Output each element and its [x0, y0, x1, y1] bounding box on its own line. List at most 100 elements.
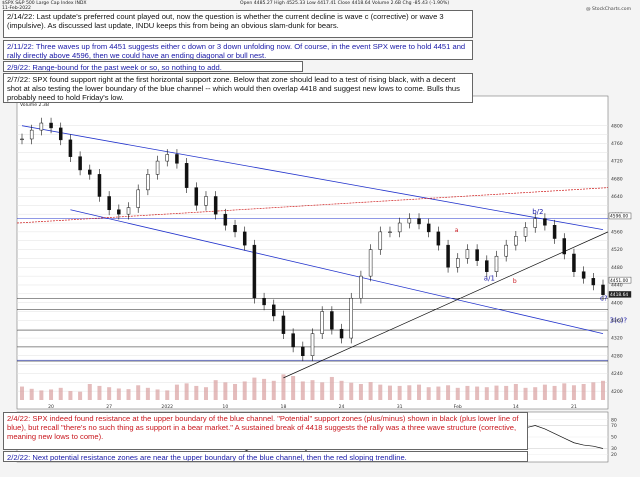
price-candle [291, 333, 295, 348]
price-candle [533, 218, 537, 228]
x-tick-label: 2022 [161, 404, 173, 410]
volume-bar [339, 380, 344, 400]
exchange: INDX [75, 1, 87, 6]
price-candle [20, 138, 24, 141]
price-candle [281, 315, 286, 334]
indicator-tick-label: 80 [611, 417, 617, 423]
red-sloping-trendline [16, 187, 609, 224]
price-tag-label: 4596.00 [610, 214, 628, 220]
price-candle [213, 196, 218, 215]
note-2-14: 2/14/22: Last update's preferred count p… [3, 10, 473, 38]
y-tick-label: 4320 [611, 336, 623, 342]
volume-bar [87, 384, 92, 400]
price-candle [543, 218, 547, 226]
legend-volume: Volume 2.3B [20, 103, 50, 108]
volume-bar [252, 377, 257, 400]
price-candle [436, 231, 441, 246]
volume-bar [542, 384, 547, 400]
price-tag [608, 276, 632, 284]
price-candle [242, 231, 247, 246]
price-candle [397, 222, 402, 233]
volume-bar [426, 387, 431, 400]
volume-bar [484, 387, 489, 400]
y-tick-label: 4760 [611, 141, 623, 147]
volume-bar [262, 378, 267, 400]
volume-bar [591, 382, 596, 400]
chart-date: 11-Feb-2022 [2, 6, 31, 11]
y-tick-label: 4200 [611, 389, 623, 395]
volume-bar [446, 385, 451, 400]
price-candle [78, 156, 82, 171]
volume-bar [242, 381, 247, 400]
volume-bar [329, 376, 334, 400]
price-panel [16, 95, 609, 410]
price-candle [58, 127, 63, 141]
price-candle [97, 174, 102, 197]
price-candle [117, 209, 121, 215]
chart-header: $SPX S&P 500 Large Cap Index INDX [2, 1, 87, 6]
volume-bar [378, 384, 383, 400]
volume-bar [107, 387, 112, 400]
price-candle [591, 278, 596, 286]
y-tick-label: 4240 [611, 371, 623, 377]
price-candle [426, 223, 431, 233]
volume-bar [494, 385, 499, 400]
price-candle [485, 260, 489, 272]
price-candle [320, 311, 324, 334]
y-tick-label: 4640 [611, 194, 623, 200]
wave-label: 3(c)? [610, 317, 628, 325]
volume-bar [455, 387, 460, 400]
price-candle [233, 224, 237, 233]
price-candle [184, 163, 189, 188]
x-tick-label: 14 [513, 404, 519, 410]
volume-bar [68, 391, 73, 400]
volume-bar [368, 382, 373, 400]
price-candle [601, 284, 605, 295]
volume-bar [436, 386, 441, 400]
price-candle [475, 249, 479, 261]
note-2-7: 2/7/22: SPX found support right at the f… [3, 73, 473, 103]
price-candle [465, 249, 470, 259]
price-candle [146, 174, 150, 191]
lower-channel-line [70, 209, 604, 335]
volume-bar [20, 386, 24, 400]
volume-bar [271, 380, 276, 400]
price-candle [223, 213, 228, 226]
x-tick-label: 24 [339, 404, 345, 410]
volume-bar [533, 387, 538, 400]
price-candle [562, 238, 567, 255]
volume-bar [165, 390, 170, 400]
volume-bar [203, 387, 208, 400]
y-tick-label: 4280 [611, 353, 623, 359]
price-candle [494, 255, 499, 272]
price-candle [165, 154, 169, 162]
rising-black-trendline [283, 231, 609, 379]
price-candle [136, 189, 140, 208]
indicator-tick-label: 20 [611, 452, 617, 458]
volume-bar [136, 385, 141, 400]
y-tick-label: 4520 [611, 247, 623, 253]
price-candle [349, 297, 353, 339]
note-2-4: 2/4/22: SPX indeed found resistance at t… [3, 412, 528, 450]
volume-bar [601, 380, 605, 400]
price-candle [204, 196, 208, 206]
y-tick-label: 4400 [611, 300, 623, 306]
volume-bar [116, 388, 121, 400]
y-tick-label: 4360 [611, 318, 623, 324]
price-candle [330, 311, 334, 330]
price-candle [523, 227, 528, 237]
price-candle [359, 275, 363, 299]
x-tick-label: 31 [397, 404, 403, 410]
y-tick-label: 4440 [611, 283, 623, 289]
price-candle [446, 244, 450, 268]
volume-bar [49, 389, 54, 400]
price-candle [194, 187, 199, 206]
x-tick-label: 20 [48, 404, 54, 410]
volume-bar [581, 384, 586, 400]
volume-bar [29, 388, 34, 400]
x-tick-label: 18 [281, 404, 287, 410]
x-tick-label: 10 [222, 404, 228, 410]
price-tag-label: 4418.64 [610, 292, 628, 298]
y-tick-label: 4720 [611, 159, 623, 165]
